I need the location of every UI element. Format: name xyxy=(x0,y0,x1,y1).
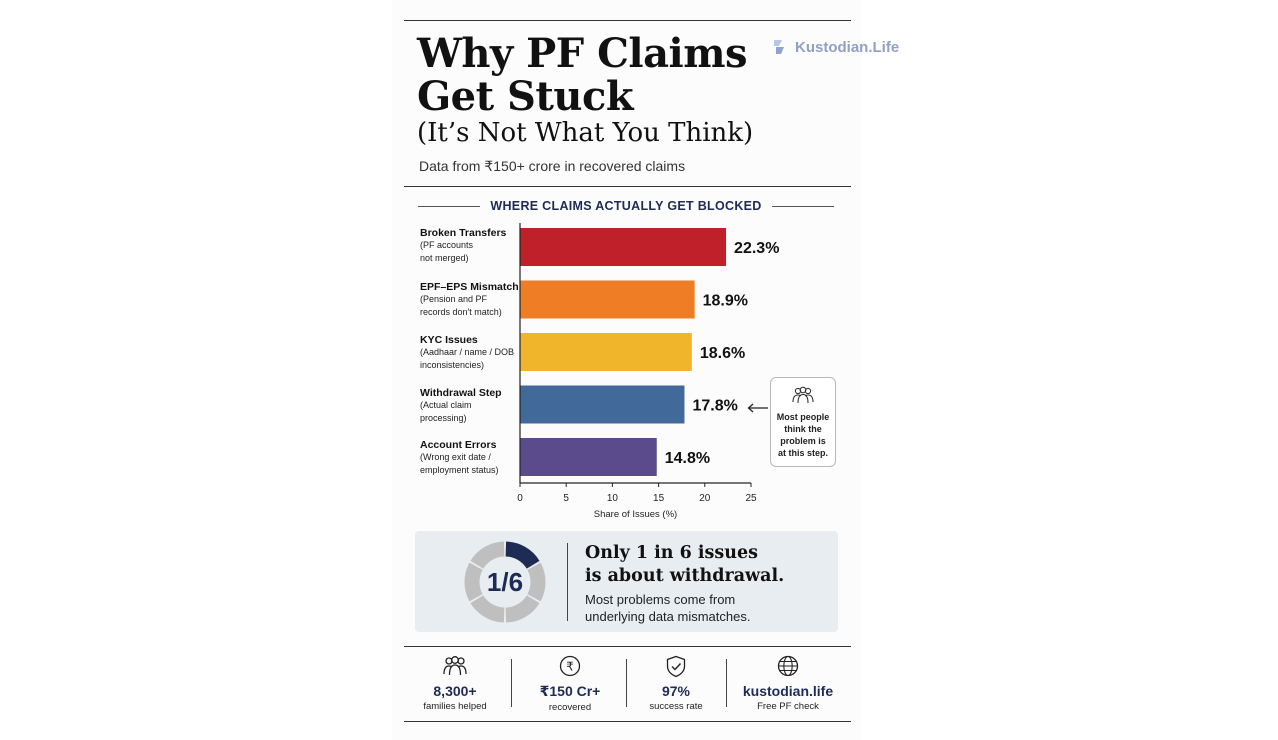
donut-segment xyxy=(470,594,505,623)
header-divider xyxy=(404,186,851,187)
stat-label: recovered xyxy=(548,702,592,713)
donut-segment xyxy=(470,541,505,570)
bar xyxy=(520,333,692,371)
bar xyxy=(520,438,657,476)
stat-recovered: ₹ ₹150 Cr+ recovered xyxy=(520,655,620,713)
chart-title-rule-right xyxy=(771,205,834,207)
category-label-epf-eps-mismatch: EPF–EPS Mismatch (Pension and PF records… xyxy=(420,281,519,318)
summary-subtext: Most problems come from underlying data … xyxy=(585,591,750,625)
fraction-label: 1/6 xyxy=(486,566,524,597)
bar-value-label: 18.9% xyxy=(703,293,748,310)
category-desc-line: records don't match) xyxy=(420,306,502,317)
annotation-line: problem is xyxy=(780,436,826,446)
globe-icon xyxy=(777,655,799,677)
people-icon xyxy=(443,656,467,676)
shield-check-icon xyxy=(666,655,686,678)
brand-name: Kustodian.Life xyxy=(795,38,900,56)
page-title: Why PF Claims Get Stuck xyxy=(417,30,748,120)
summary-headline: Only 1 in 6 issues is about withdrawal. xyxy=(585,542,784,588)
people-icon xyxy=(792,386,814,404)
x-tick-label: 15 xyxy=(653,493,665,504)
donut-segment xyxy=(505,594,540,623)
annotation-line: Most people xyxy=(776,412,830,422)
category-label-account-errors: Account Errors (Wrong exit date / employ… xyxy=(420,439,499,476)
stat-label: success rate xyxy=(649,701,703,712)
x-tick-label: 5 xyxy=(563,493,569,504)
stat-label: Free PF check xyxy=(757,701,819,712)
stat-separator xyxy=(726,659,727,707)
category-desc-line: (Aadhaar / name / DOB xyxy=(420,347,515,357)
category-name: EPF–EPS Mismatch xyxy=(420,281,519,293)
bar xyxy=(520,280,695,319)
annotation-line: at this step. xyxy=(777,448,828,458)
rupee-icon: ₹ xyxy=(559,655,581,677)
category-name: Broken Transfers xyxy=(420,227,507,239)
bottom-divider xyxy=(404,721,851,722)
bar-value-label: 17.8% xyxy=(692,398,737,415)
title-line-2: Get Stuck xyxy=(417,73,634,120)
chart-title-row: WHERE CLAIMS ACTUALLY GET BLOCKED xyxy=(418,199,834,213)
fraction-donut xyxy=(464,541,546,623)
stat-value: 97% xyxy=(661,683,691,699)
summary-subtext-line: underlying data mismatches. xyxy=(585,609,751,624)
category-desc-line: processing) xyxy=(420,412,467,423)
stat-label: families helped xyxy=(423,701,487,712)
category-name: Account Errors xyxy=(420,439,497,451)
chart-title-rule-left xyxy=(418,205,481,207)
stats-top-divider xyxy=(404,646,851,647)
category-desc-line: employment status) xyxy=(420,464,499,475)
category-label-kyc-issues: KYC Issues (Aadhaar / name / DOB inconsi… xyxy=(420,334,514,371)
callout-arrow-icon xyxy=(747,403,768,413)
category-label-broken-transfers: Broken Transfers (PF accounts not merged… xyxy=(420,227,506,264)
donut-segment-highlighted xyxy=(505,541,540,570)
donut-segment xyxy=(527,562,546,602)
annotation-text: Most people think the problem is at this… xyxy=(771,411,835,459)
stat-value: kustodian.life xyxy=(742,683,834,699)
stat-separator xyxy=(511,659,512,707)
top-divider xyxy=(404,20,851,21)
donut-segment xyxy=(464,562,483,602)
chart-title: WHERE CLAIMS ACTUALLY GET BLOCKED xyxy=(490,199,762,213)
annotation-callout: Most people think the problem is at this… xyxy=(770,377,836,467)
brand-logo: Kustodian.Life xyxy=(770,37,899,57)
category-desc-line: (Wrong exit date / xyxy=(420,452,491,462)
x-tick-label: 0 xyxy=(517,493,523,504)
category-desc-line: (PF accounts xyxy=(420,240,474,250)
category-label-withdrawal-step: Withdrawal Step (Actual claim processing… xyxy=(420,387,502,424)
bar-value-label: 18.6% xyxy=(700,345,745,362)
summary-divider xyxy=(567,543,568,621)
annotation-line: think the xyxy=(784,424,822,434)
summary-subtext-line: Most problems come from xyxy=(585,592,736,607)
tagline: Data from ₹150+ crore in recovered claim… xyxy=(419,158,686,174)
kustodian-logo-icon xyxy=(774,40,784,54)
stat-separator xyxy=(626,659,627,707)
stat-value: 8,300+ xyxy=(433,683,477,699)
x-tick-label: 20 xyxy=(699,493,711,504)
title-line-1: Why PF Claims xyxy=(417,30,748,77)
category-desc-line: not merged) xyxy=(420,252,469,263)
svg-text:₹: ₹ xyxy=(566,660,574,674)
category-name: Withdrawal Step xyxy=(420,387,502,399)
bar-value-label: 22.3% xyxy=(734,240,779,257)
x-tick-label: 10 xyxy=(607,493,619,504)
x-tick-label: 25 xyxy=(745,493,757,504)
category-desc-line: inconsistencies) xyxy=(420,359,485,370)
stat-value: ₹150 Cr+ xyxy=(539,683,601,699)
bar xyxy=(520,385,685,424)
stat-website: kustodian.life Free PF check xyxy=(738,655,838,712)
summary-headline-line: Only 1 in 6 issues xyxy=(585,543,758,563)
x-axis-label: Share of Issues (%) xyxy=(594,509,677,520)
category-desc-line: (Actual claim xyxy=(420,400,472,410)
bar xyxy=(520,228,727,266)
stat-families: 8,300+ families helped xyxy=(405,655,505,712)
bar-value-label: 14.8% xyxy=(665,450,710,467)
stat-success-rate: 97% success rate xyxy=(626,655,726,712)
category-name: KYC Issues xyxy=(420,334,478,346)
category-desc-line: (Pension and PF xyxy=(420,294,488,304)
summary-headline-line: is about withdrawal. xyxy=(585,566,785,586)
page-subtitle: (It’s Not What You Think) xyxy=(417,118,754,148)
